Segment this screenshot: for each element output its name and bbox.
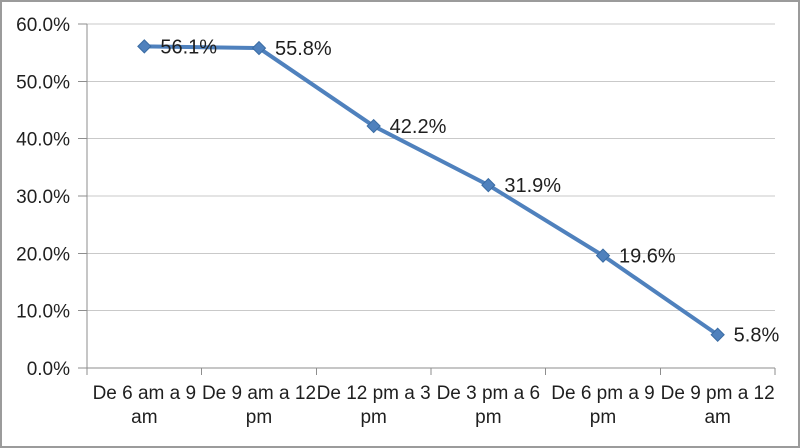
y-tick-label: 50.0% (16, 72, 70, 93)
y-tick-label: 60.0% (16, 15, 70, 36)
data-point-marker (137, 39, 152, 54)
data-point-marker (251, 40, 267, 56)
data-point-label: 42.2% (390, 116, 447, 138)
x-category-label-line1: De 12 pm a 3 (317, 383, 431, 404)
data-point-label: 31.9% (504, 175, 561, 197)
data-point-label: 55.8% (275, 38, 332, 60)
y-tick-label: 20.0% (16, 244, 70, 265)
data-point-marker (710, 327, 725, 342)
data-point-marker (595, 248, 611, 263)
y-tick-label: 0.0% (27, 359, 70, 380)
x-category-label-line1: De 9 am a 12 (202, 383, 316, 404)
x-category-label-line1: De 6 am a 9 (93, 383, 197, 404)
y-tick-label: 30.0% (16, 187, 70, 208)
data-point-label: 19.6% (619, 246, 676, 268)
x-category-label-line1: De 9 pm a 12 (661, 383, 775, 404)
x-category-label-line2: pm (475, 407, 501, 428)
x-category-label-line2: am (131, 407, 157, 428)
data-point-marker (366, 118, 381, 134)
x-category-label-line2: pm (590, 407, 616, 428)
x-category-label-line2: am (704, 407, 730, 428)
y-tick-label: 40.0% (16, 130, 70, 151)
data-line (142, 44, 720, 337)
x-category-label-line2: pm (246, 407, 272, 428)
x-category-label-line2: pm (360, 407, 386, 428)
data-point-label: 56.1% (160, 36, 217, 58)
y-tick-label: 10.0% (16, 302, 70, 323)
data-point-label: 5.8% (734, 325, 780, 347)
x-category-label-line1: De 3 pm a 6 (437, 383, 541, 404)
x-category-label-line1: De 6 pm a 9 (551, 383, 655, 404)
data-point-marker (481, 177, 496, 193)
